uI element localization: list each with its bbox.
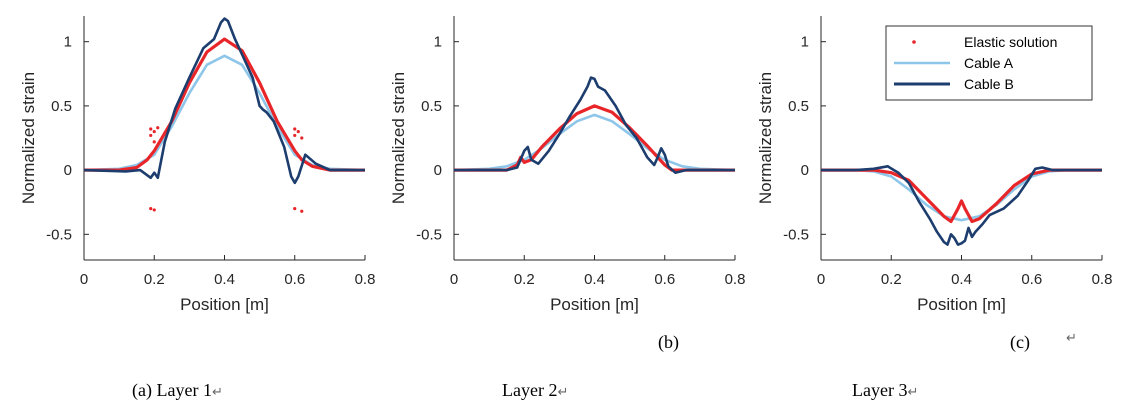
return-symbol-2: ↵ (557, 384, 569, 399)
x-tick-label: 0.2 (881, 271, 902, 288)
x-tick-label: 0.8 (355, 271, 376, 288)
y-tick-label: 0.5 (421, 98, 442, 115)
series-line-elastic-solution (821, 168, 1102, 224)
x-axis-label: Position [m] (550, 295, 639, 314)
x-tick-label: 0.6 (1021, 271, 1042, 288)
legend: Elastic solution Cable A Cable B (885, 25, 1093, 101)
x-axis-label: Position [m] (180, 295, 269, 314)
caption-layer-2-text: Layer 2 (502, 380, 558, 400)
y-axis-label: Normalized strain (19, 72, 38, 204)
caption-layer-3-text: Layer 3 (852, 380, 908, 400)
elastic-marker-point (300, 136, 304, 140)
y-tick-label: 1 (434, 34, 442, 51)
x-tick-label: 0.4 (214, 271, 235, 288)
elastic-marker-point (152, 129, 156, 134)
return-symbol-c: ↵ (1066, 330, 1077, 345)
legend-entry: Elastic solution (912, 34, 1057, 50)
y-tick-label: 1 (64, 34, 72, 51)
elastic-marker-point (300, 209, 304, 213)
y-tick-label: -0.5 (46, 226, 72, 243)
panel-c-tag: (c) (1010, 332, 1030, 353)
x-tick-label: 0.4 (584, 271, 605, 288)
panel-b-label: (b) (658, 332, 679, 352)
series-line-cable-b (454, 76, 735, 174)
x-tick-label: 0 (450, 271, 458, 288)
y-tick-label: 0.5 (788, 98, 809, 115)
legend-marker-elastic (912, 40, 916, 44)
y-tick-label: -0.5 (416, 226, 442, 243)
x-tick-label: 0.8 (725, 271, 746, 288)
y-tick-label: 0 (801, 162, 809, 179)
y-tick-label: 0 (434, 162, 442, 179)
legend-label: Elastic solution (964, 34, 1057, 50)
y-axis-label: Normalized strain (756, 72, 775, 204)
x-tick-label: 0.2 (514, 271, 535, 288)
elastic-marker-point (156, 126, 160, 130)
panel-3: 0 0.2 0.4 0.6 0.8 -0.5 0 0.5 1 Position [m] Normal… (756, 16, 1112, 314)
series-line-cable-b (821, 165, 1102, 246)
elastic-marker-point (149, 127, 153, 131)
x-tick-label: 0.6 (284, 271, 305, 288)
series-line-cable-a (454, 113, 735, 172)
legend-entry: Cable A (894, 55, 1014, 71)
y-tick-label: -0.5 (783, 226, 809, 243)
legend-label: Cable B (964, 76, 1014, 92)
series-line-cable-a (821, 168, 1102, 222)
x-tick-label: 0.8 (1092, 271, 1113, 288)
y-tick-label: 1 (801, 34, 809, 51)
y-axis-label: Normalized strain (389, 72, 408, 204)
caption-layer-1: (a) Layer 1↵ (132, 380, 223, 401)
x-axis-label: Position [m] (917, 295, 1006, 314)
elastic-marker-point (296, 129, 300, 134)
elastic-marker-point (152, 140, 156, 144)
plot-area (821, 165, 1102, 246)
series-line-elastic-solution (84, 37, 365, 172)
return-symbol-3: ↵ (907, 384, 919, 399)
legend-entry: Cable B (894, 76, 1014, 92)
y-tick-label: 0.5 (51, 98, 72, 115)
elastic-marker-point (293, 133, 297, 138)
x-tick-label: 0.6 (654, 271, 675, 288)
x-tick-label: 0 (80, 271, 88, 288)
x-tick-label: 0 (817, 271, 825, 288)
x-tick-label: 0.2 (144, 271, 165, 288)
plot-area (454, 76, 735, 174)
caption-layer-2: Layer 2↵ (502, 380, 568, 401)
plot-area (84, 17, 365, 213)
y-tick-label: 0 (64, 162, 72, 179)
panel-c-label: (c) (1010, 332, 1030, 352)
caption-layer-3: Layer 3↵ (852, 380, 918, 401)
caption-layer-1-text: (a) Layer 1 (132, 380, 212, 400)
x-tick-label: 0.4 (951, 271, 972, 288)
return-symbol-1: ↵ (211, 384, 223, 399)
elastic-marker-point (293, 207, 297, 211)
series-line-cable-a (84, 54, 365, 172)
panel-1: 0 0.2 0.4 0.6 0.8 -0.5 0 0.5 1 Position [m] Normal… (19, 16, 375, 314)
elastic-marker-point (149, 133, 153, 138)
legend-label: Cable A (964, 55, 1014, 71)
series-line-cable-b (84, 17, 365, 185)
elastic-marker-point (293, 127, 297, 131)
panel-2: 0 0.2 0.4 0.6 0.8 -0.5 0 0.5 1 Position [m] Normal… (389, 16, 745, 314)
elastic-marker-point (152, 208, 156, 212)
elastic-marker-point (149, 207, 153, 211)
